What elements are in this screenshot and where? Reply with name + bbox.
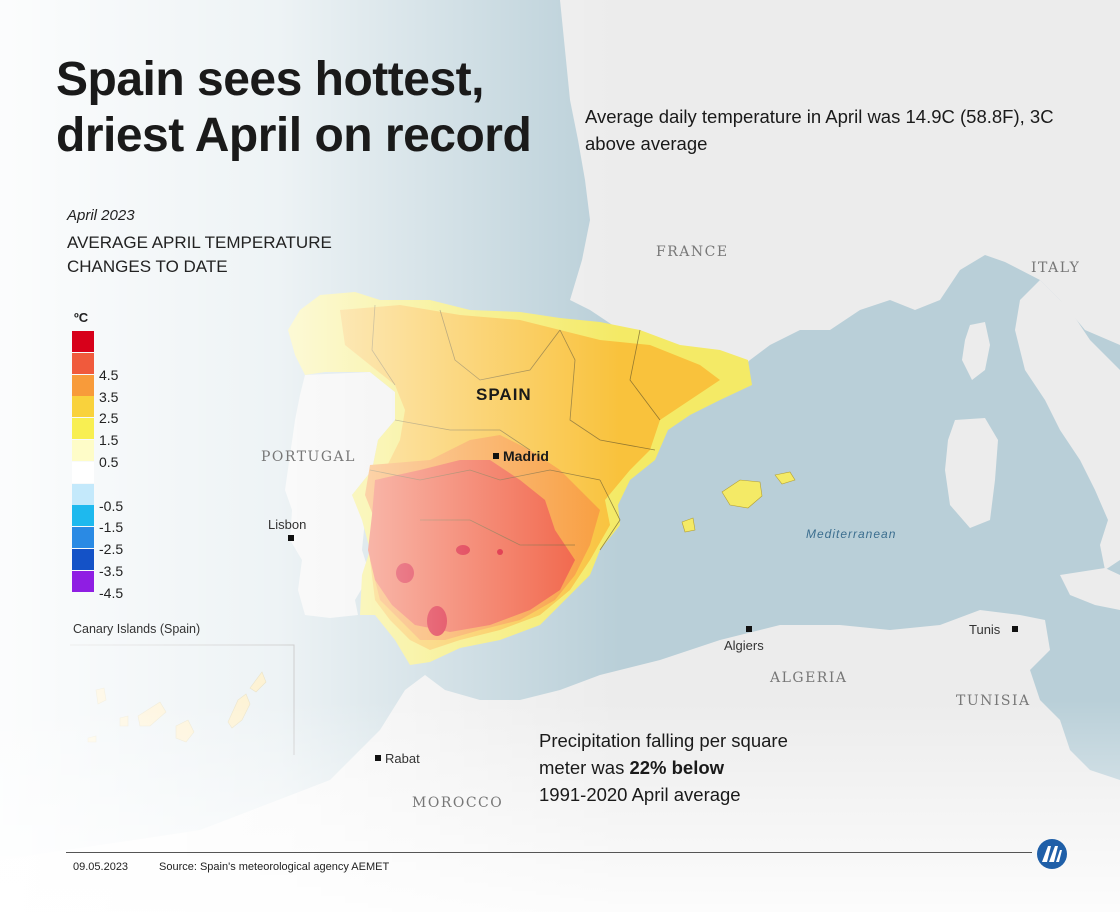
legend-swatch (72, 527, 94, 549)
legend-label: -2.5 (99, 541, 124, 558)
label-france: FRANCE (656, 244, 729, 260)
canary-islands-label: Canary Islands (Spain) (73, 622, 201, 636)
footer-date: 09.05.2023 (73, 861, 129, 873)
title-line-1: Spain sees hottest, (56, 53, 484, 106)
label-madrid: Madrid (503, 448, 549, 464)
land-balearic (681, 517, 696, 533)
legend-swatch (72, 331, 94, 352)
label-spain: SPAIN (476, 385, 532, 404)
legend-swatch (72, 505, 94, 527)
label-mediterranean: Mediterranean (806, 527, 897, 541)
map-heading: AVERAGE APRIL TEMPERATURE CHANGES TO DAT… (67, 231, 387, 279)
legend-swatch (72, 396, 94, 418)
map-heading-line-1: AVERAGE APRIL TEMPERATURE (67, 233, 332, 252)
legend-label: -1.5 (99, 519, 124, 536)
footer-divider (66, 852, 1032, 853)
footer-source: Source: Spain's meteorological agency AE… (159, 861, 390, 873)
legend-swatch (72, 352, 94, 374)
land-corsica (962, 322, 990, 380)
legend-label: -3.5 (99, 563, 124, 579)
land-balearic (721, 479, 763, 509)
land-sicily (1060, 568, 1120, 610)
label-lisbon: Lisbon (268, 517, 307, 532)
legend-label: 4.5 (99, 366, 119, 383)
precip-highlight: 22% below (629, 757, 725, 778)
precip-line-2: meter was 22% below (539, 754, 839, 781)
map-heading-line-2: CHANGES TO DATE (67, 257, 228, 276)
subtitle: Average daily temperature in April was 1… (585, 106, 1054, 154)
title-line-2: driest April on record (56, 109, 532, 162)
label-algiers: Algiers (724, 638, 764, 653)
legend-swatch (72, 570, 94, 592)
legend-swatch (72, 418, 94, 440)
precip-line-3: 1991-2020 April average (539, 784, 741, 805)
legend-label: 2.5 (99, 410, 119, 427)
precip-line-1: Precipitation falling per square (539, 730, 788, 751)
legend-label: 0.5 (99, 454, 119, 470)
land-sardinia (945, 418, 998, 528)
label-morocco: MOROCCO (412, 795, 504, 811)
city-marker-lisbon (288, 535, 294, 541)
legend-label: 1.5 (99, 432, 119, 449)
city-marker-algiers (746, 626, 752, 632)
land-europe (560, 0, 1120, 395)
legend-swatch (72, 374, 94, 396)
label-italy: ITALY (1031, 260, 1081, 276)
legend-unit: ºC (74, 310, 89, 325)
label-portugal: PORTUGAL (261, 449, 356, 465)
legend-label: -4.5 (99, 584, 124, 601)
label-tunis: Tunis (969, 622, 1001, 637)
aa-logo-icon (1037, 839, 1067, 869)
map-date: April 2023 (67, 207, 135, 224)
city-marker-tunis (1012, 626, 1018, 632)
precip-line-2-prefix: meter was (539, 757, 630, 778)
label-rabat: Rabat (385, 751, 420, 766)
legend-swatch (72, 549, 94, 570)
legend-swatch (72, 461, 94, 483)
legend-swatch (72, 483, 94, 505)
label-tunisia: TUNISIA (956, 693, 1031, 709)
page-title: Spain sees hottest, driest April on reco… (56, 52, 532, 164)
city-marker-rabat (375, 755, 381, 761)
label-algeria: ALGERIA (770, 670, 848, 686)
legend-label: 3.5 (99, 388, 119, 405)
land-balearic (774, 471, 796, 485)
legend-swatch (72, 440, 94, 461)
city-marker-madrid (493, 453, 499, 459)
land-italy (1015, 280, 1120, 570)
fade-overlay-bottom (0, 700, 1120, 912)
precipitation-note: Precipitation falling per square meter w… (539, 727, 839, 808)
legend-label: -0.5 (99, 497, 124, 514)
